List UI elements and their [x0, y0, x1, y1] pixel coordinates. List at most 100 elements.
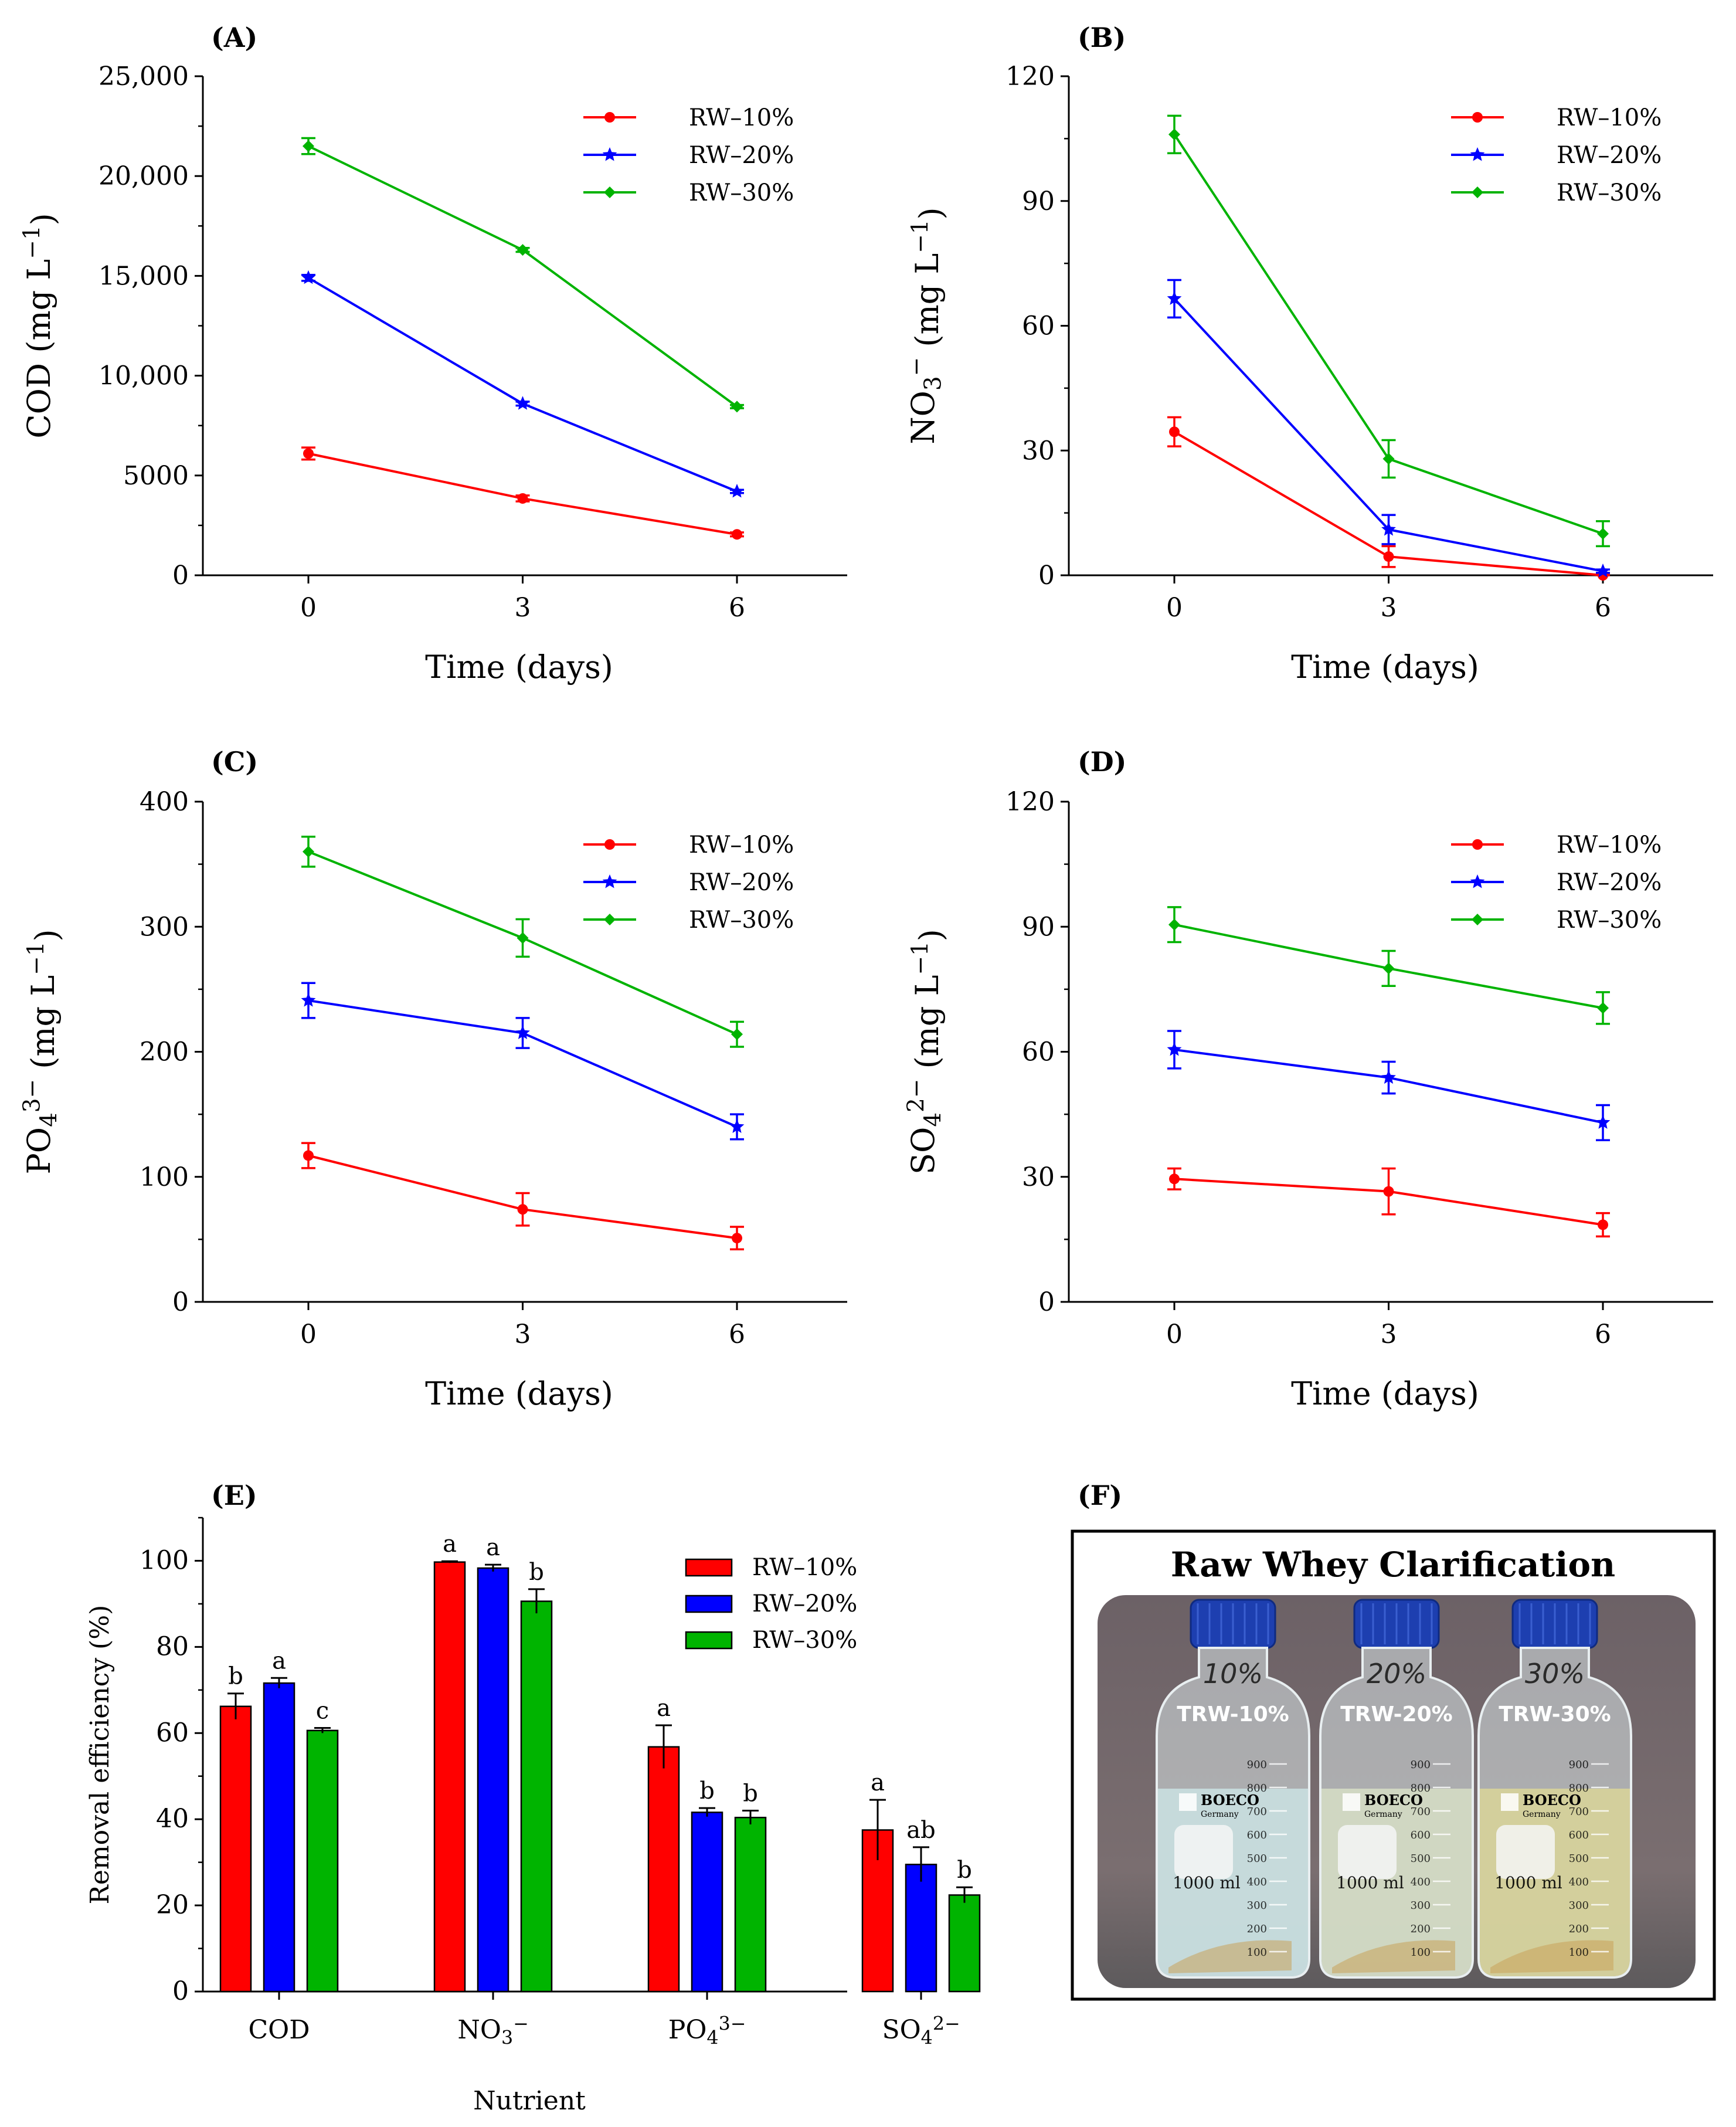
chart-panel-b: (B) 0 30 60 90 120 0 3 6 Time (days) NO3− (mg L−1)…	[903, 22, 1713, 686]
volume-mark-label: 800	[1247, 1782, 1267, 1794]
brand-logo	[1179, 1793, 1197, 1811]
volume-mark-label: 300	[1411, 1899, 1431, 1912]
brand-sub: Germany	[1201, 1810, 1239, 1819]
legend-label: RW–20%	[1557, 142, 1662, 169]
bar	[691, 1811, 723, 1993]
series-3: RW–30%	[301, 835, 794, 1048]
y-tick-label: 0	[1038, 1287, 1055, 1317]
volume-mark-label: 500	[1569, 1853, 1589, 1865]
data-point	[731, 1028, 743, 1040]
legend-label: RW–20%	[689, 869, 794, 896]
y-tick-label: 200	[140, 1037, 189, 1067]
volume-mark-label: 300	[1247, 1899, 1267, 1912]
x-tick-label: 3	[515, 593, 531, 623]
y-tick-label: 40	[156, 1804, 189, 1834]
x-tick-label: 3	[515, 1319, 531, 1349]
volume-mark-label: 500	[1411, 1853, 1431, 1865]
data-point	[1597, 1002, 1609, 1014]
brand-name: BOECO	[1523, 1792, 1581, 1809]
volume-mark-label: 500	[1247, 1853, 1267, 1865]
x-axis-title: Time (days)	[425, 649, 613, 686]
chart-panel-d: (D) 0 30 60 90 120 0 3 6 Time (days) SO42− (mg L−1…	[903, 746, 1713, 1412]
y-axis-title: COD (mg L−1)	[19, 213, 62, 438]
y-tick-label: 0	[172, 1976, 189, 2006]
legend-swatch	[685, 1631, 733, 1650]
y-axis-title: NO3− (mg L−1)	[903, 207, 950, 444]
data-point	[1598, 1219, 1608, 1230]
data-point	[732, 529, 742, 540]
legend-marker	[604, 186, 616, 198]
x-axis-title: Time (days)	[425, 1375, 613, 1412]
bar	[734, 1816, 767, 1993]
x-tick-label: 0	[300, 1319, 317, 1349]
y-tick-label: 15,000	[98, 261, 189, 291]
photo-title: Raw Whey Clarification	[1171, 1545, 1615, 1585]
legend-marker	[1470, 874, 1485, 888]
y-axis-title: PO43− (mg L−1)	[19, 929, 66, 1174]
y-tick-label: 0	[172, 561, 189, 591]
data-point	[1382, 962, 1395, 975]
x-tick-label: 6	[1595, 1319, 1611, 1349]
y-tick-label: 10,000	[98, 361, 189, 391]
series-2: RW–20%	[1167, 869, 1662, 1141]
handwritten-label: 30%	[1525, 1658, 1585, 1690]
panel-label: (D)	[1078, 746, 1126, 778]
legend-marker	[1472, 914, 1483, 925]
legend-label: RW–10%	[689, 832, 794, 859]
series-1: b a a a RW–10%	[219, 1531, 894, 1993]
bottle-sediment	[1490, 1940, 1613, 1973]
y-tick-label: 100	[140, 1545, 189, 1575]
legend-marker	[604, 112, 615, 123]
y-tick-label: 300	[140, 912, 189, 942]
volume-mark-label: 600	[1411, 1829, 1431, 1841]
legend-label: RW–30%	[1557, 907, 1662, 934]
legend-label: RW–10%	[1557, 104, 1662, 131]
significance-letter: ab	[906, 1817, 935, 1844]
y-tick-label: 60	[1022, 311, 1055, 341]
bar	[905, 1864, 937, 1993]
significance-letter: b	[529, 1559, 544, 1586]
legend-label: RW–10%	[1557, 832, 1662, 859]
legend-label: RW–30%	[689, 907, 794, 934]
x-tick-label: 3	[1381, 1319, 1397, 1349]
series-3: RW–30%	[1167, 906, 1662, 1025]
y-tick-label: 90	[1022, 186, 1055, 216]
y-tick-label: 100	[140, 1162, 189, 1192]
legend-label: RW–30%	[1557, 179, 1662, 206]
bar	[647, 1746, 680, 1993]
significance-letter: a	[443, 1531, 457, 1558]
series-3: RW–30%	[301, 137, 794, 413]
significance-letter: a	[871, 1769, 885, 1796]
legend-label: RW–30%	[689, 179, 794, 206]
data-point	[1168, 128, 1180, 141]
data-point	[1595, 563, 1611, 578]
data-point	[515, 1025, 530, 1039]
y-tick-label: 120	[1005, 787, 1055, 817]
series-2: RW–20%	[1167, 142, 1662, 578]
legend-marker	[1472, 839, 1483, 850]
volume-mark-label: 400	[1569, 1876, 1589, 1888]
bottle-label-area	[1496, 1825, 1555, 1879]
brand-sub: Germany	[1364, 1810, 1402, 1819]
volume-mark-label: 100	[1569, 1946, 1589, 1959]
handwritten-label: 20%	[1367, 1658, 1426, 1690]
data-point	[732, 1233, 742, 1244]
data-point	[1169, 1173, 1180, 1185]
data-point	[517, 932, 529, 944]
y-tick-label: 5000	[123, 461, 189, 491]
volume-mark-label: 100	[1411, 1946, 1431, 1959]
chart-panel-c: (C) 0 100 200 300 400 0 3 6 Time (days) PO43− (mg …	[19, 746, 847, 1412]
data-point	[1597, 528, 1609, 540]
legend-marker	[1470, 147, 1485, 161]
x-axis-title: Time (days)	[1291, 1375, 1479, 1412]
bar	[219, 1705, 252, 1993]
significance-letter: a	[272, 1647, 286, 1674]
chart-panel-e: (E) 0 20 40 60 80 100 COD NO3− PO43− SO42− Nutrient…	[85, 1480, 981, 2116]
significance-letter: b	[228, 1663, 243, 1690]
data-point	[517, 493, 528, 504]
brand-name: BOECO	[1201, 1792, 1259, 1809]
panel-label: (E)	[211, 1480, 257, 1511]
x-tick-label: 0	[1166, 593, 1183, 623]
